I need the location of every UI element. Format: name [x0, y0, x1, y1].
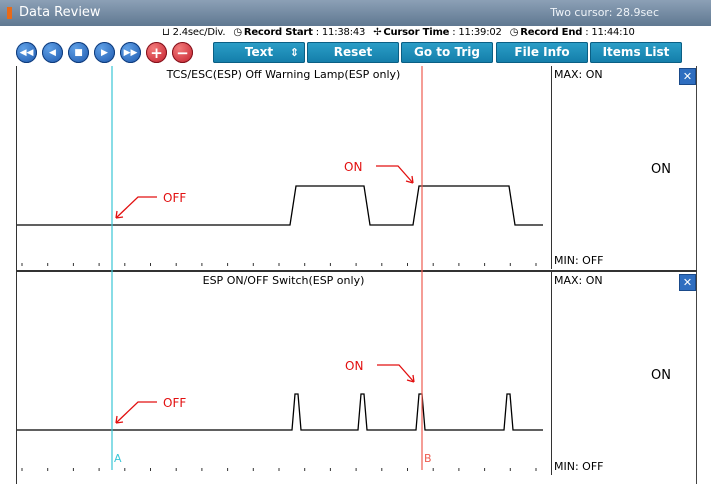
- arrowhead: [115, 210, 124, 219]
- record-end-label: Record End: [520, 27, 583, 38]
- play-icon: ▶: [101, 47, 108, 58]
- cursor-a-label: A: [114, 452, 122, 465]
- graph-panel-2[interactable]: ESP ON/OFF Switch(ESP only): [16, 272, 552, 475]
- cursor-time-value: : 11:39:02: [452, 27, 502, 38]
- close-icon[interactable]: ✕: [679, 274, 696, 291]
- file-info-button[interactable]: File Info: [496, 42, 588, 63]
- text-select[interactable]: Text ⇕: [213, 42, 305, 63]
- signal-plot: A B ON OFF ON OFF: [17, 66, 543, 471]
- step-back-icon: ◀: [49, 47, 56, 58]
- arrowhead: [115, 415, 124, 424]
- time-ticks: [21, 263, 537, 471]
- cursor-time-label: Cursor Time: [383, 27, 450, 38]
- max-label: MAX: ON: [554, 68, 603, 81]
- max-label: MAX: ON: [554, 274, 603, 287]
- cursor-b-label: B: [424, 452, 432, 465]
- close-icon[interactable]: ✕: [679, 68, 696, 85]
- panel-divider: [16, 270, 697, 272]
- graph-left-border: [16, 66, 17, 484]
- cursor-icon: ✢: [373, 27, 382, 38]
- annotation-off: OFF: [163, 396, 186, 410]
- record-start-value: : 11:38:43: [315, 27, 366, 38]
- graph-right-border: [696, 66, 697, 484]
- play-button[interactable]: ▶: [94, 42, 115, 63]
- minus-icon: −: [176, 43, 189, 62]
- go-to-trig-button[interactable]: Go to Trig: [401, 42, 493, 63]
- annotation-arrow-on: [376, 165, 414, 184]
- annotation-off: OFF: [163, 191, 186, 205]
- min-label: MIN: OFF: [554, 254, 604, 267]
- signal-trace-1: [17, 185, 543, 226]
- current-value: ON: [651, 162, 671, 177]
- arrowhead: [406, 374, 415, 383]
- annotation-arrow-off: [115, 401, 157, 424]
- clock-icon: ◷: [233, 27, 242, 38]
- plus-icon: +: [150, 43, 163, 62]
- value-panel-2: MAX: ON ON MIN: OFF ✕: [551, 272, 697, 475]
- graph-panel-1[interactable]: TCS/ESC(ESP) Off Warning Lamp(ESP only): [16, 66, 552, 269]
- record-info-line: ⊔ 2.4sec/Div. ◷ Record Start : 11:38:43 ✢…: [162, 27, 635, 38]
- zoom-in-button[interactable]: +: [146, 42, 167, 63]
- window-title: Data Review: [19, 5, 101, 20]
- annotation-on: ON: [345, 359, 363, 373]
- step-back-button[interactable]: ◀: [42, 42, 63, 63]
- annotation-arrow-off: [115, 196, 157, 219]
- text-select-value: Text: [244, 45, 274, 59]
- zoom-out-button[interactable]: −: [172, 42, 193, 63]
- min-label: MIN: OFF: [554, 460, 604, 473]
- current-value: ON: [651, 368, 671, 383]
- annotation-on: ON: [344, 160, 362, 174]
- division-icon: ⊔: [162, 27, 170, 38]
- updown-arrow-icon: ⇕: [289, 46, 299, 59]
- value-panel-1: MAX: ON ON MIN: OFF ✕: [551, 66, 697, 269]
- annotation-arrow-on: [377, 364, 415, 383]
- graph-title: TCS/ESC(ESP) Off Warning Lamp(ESP only): [166, 68, 401, 81]
- items-list-button[interactable]: Items List: [590, 42, 682, 63]
- app-icon: [7, 7, 12, 19]
- record-end-value: : 11:44:10: [585, 27, 635, 38]
- record-start-label: Record Start: [243, 27, 313, 38]
- arrowhead: [405, 175, 414, 184]
- title-bar: Data Review Two cursor: 28.9sec: [0, 0, 711, 26]
- stop-button[interactable]: ■: [68, 42, 89, 63]
- reset-minmax-button[interactable]: Reset Min.Max: [307, 42, 399, 80]
- clock-icon: ◷: [509, 27, 519, 38]
- cursor-mode-label: Two cursor: 28.9sec: [550, 6, 659, 19]
- fast-forward-button[interactable]: ▶▶: [120, 42, 141, 63]
- rewind-button[interactable]: ◀◀: [16, 42, 37, 63]
- signal-trace-2: [17, 393, 543, 431]
- time-division: 2.4sec/Div.: [172, 27, 226, 38]
- rewind-icon: ◀◀: [19, 47, 34, 58]
- fast-forward-icon: ▶▶: [123, 47, 138, 58]
- stop-icon: ■: [74, 47, 83, 58]
- graph-area: TCS/ESC(ESP) Off Warning Lamp(ESP only) …: [0, 66, 711, 484]
- graph-title: ESP ON/OFF Switch(ESP only): [202, 274, 365, 287]
